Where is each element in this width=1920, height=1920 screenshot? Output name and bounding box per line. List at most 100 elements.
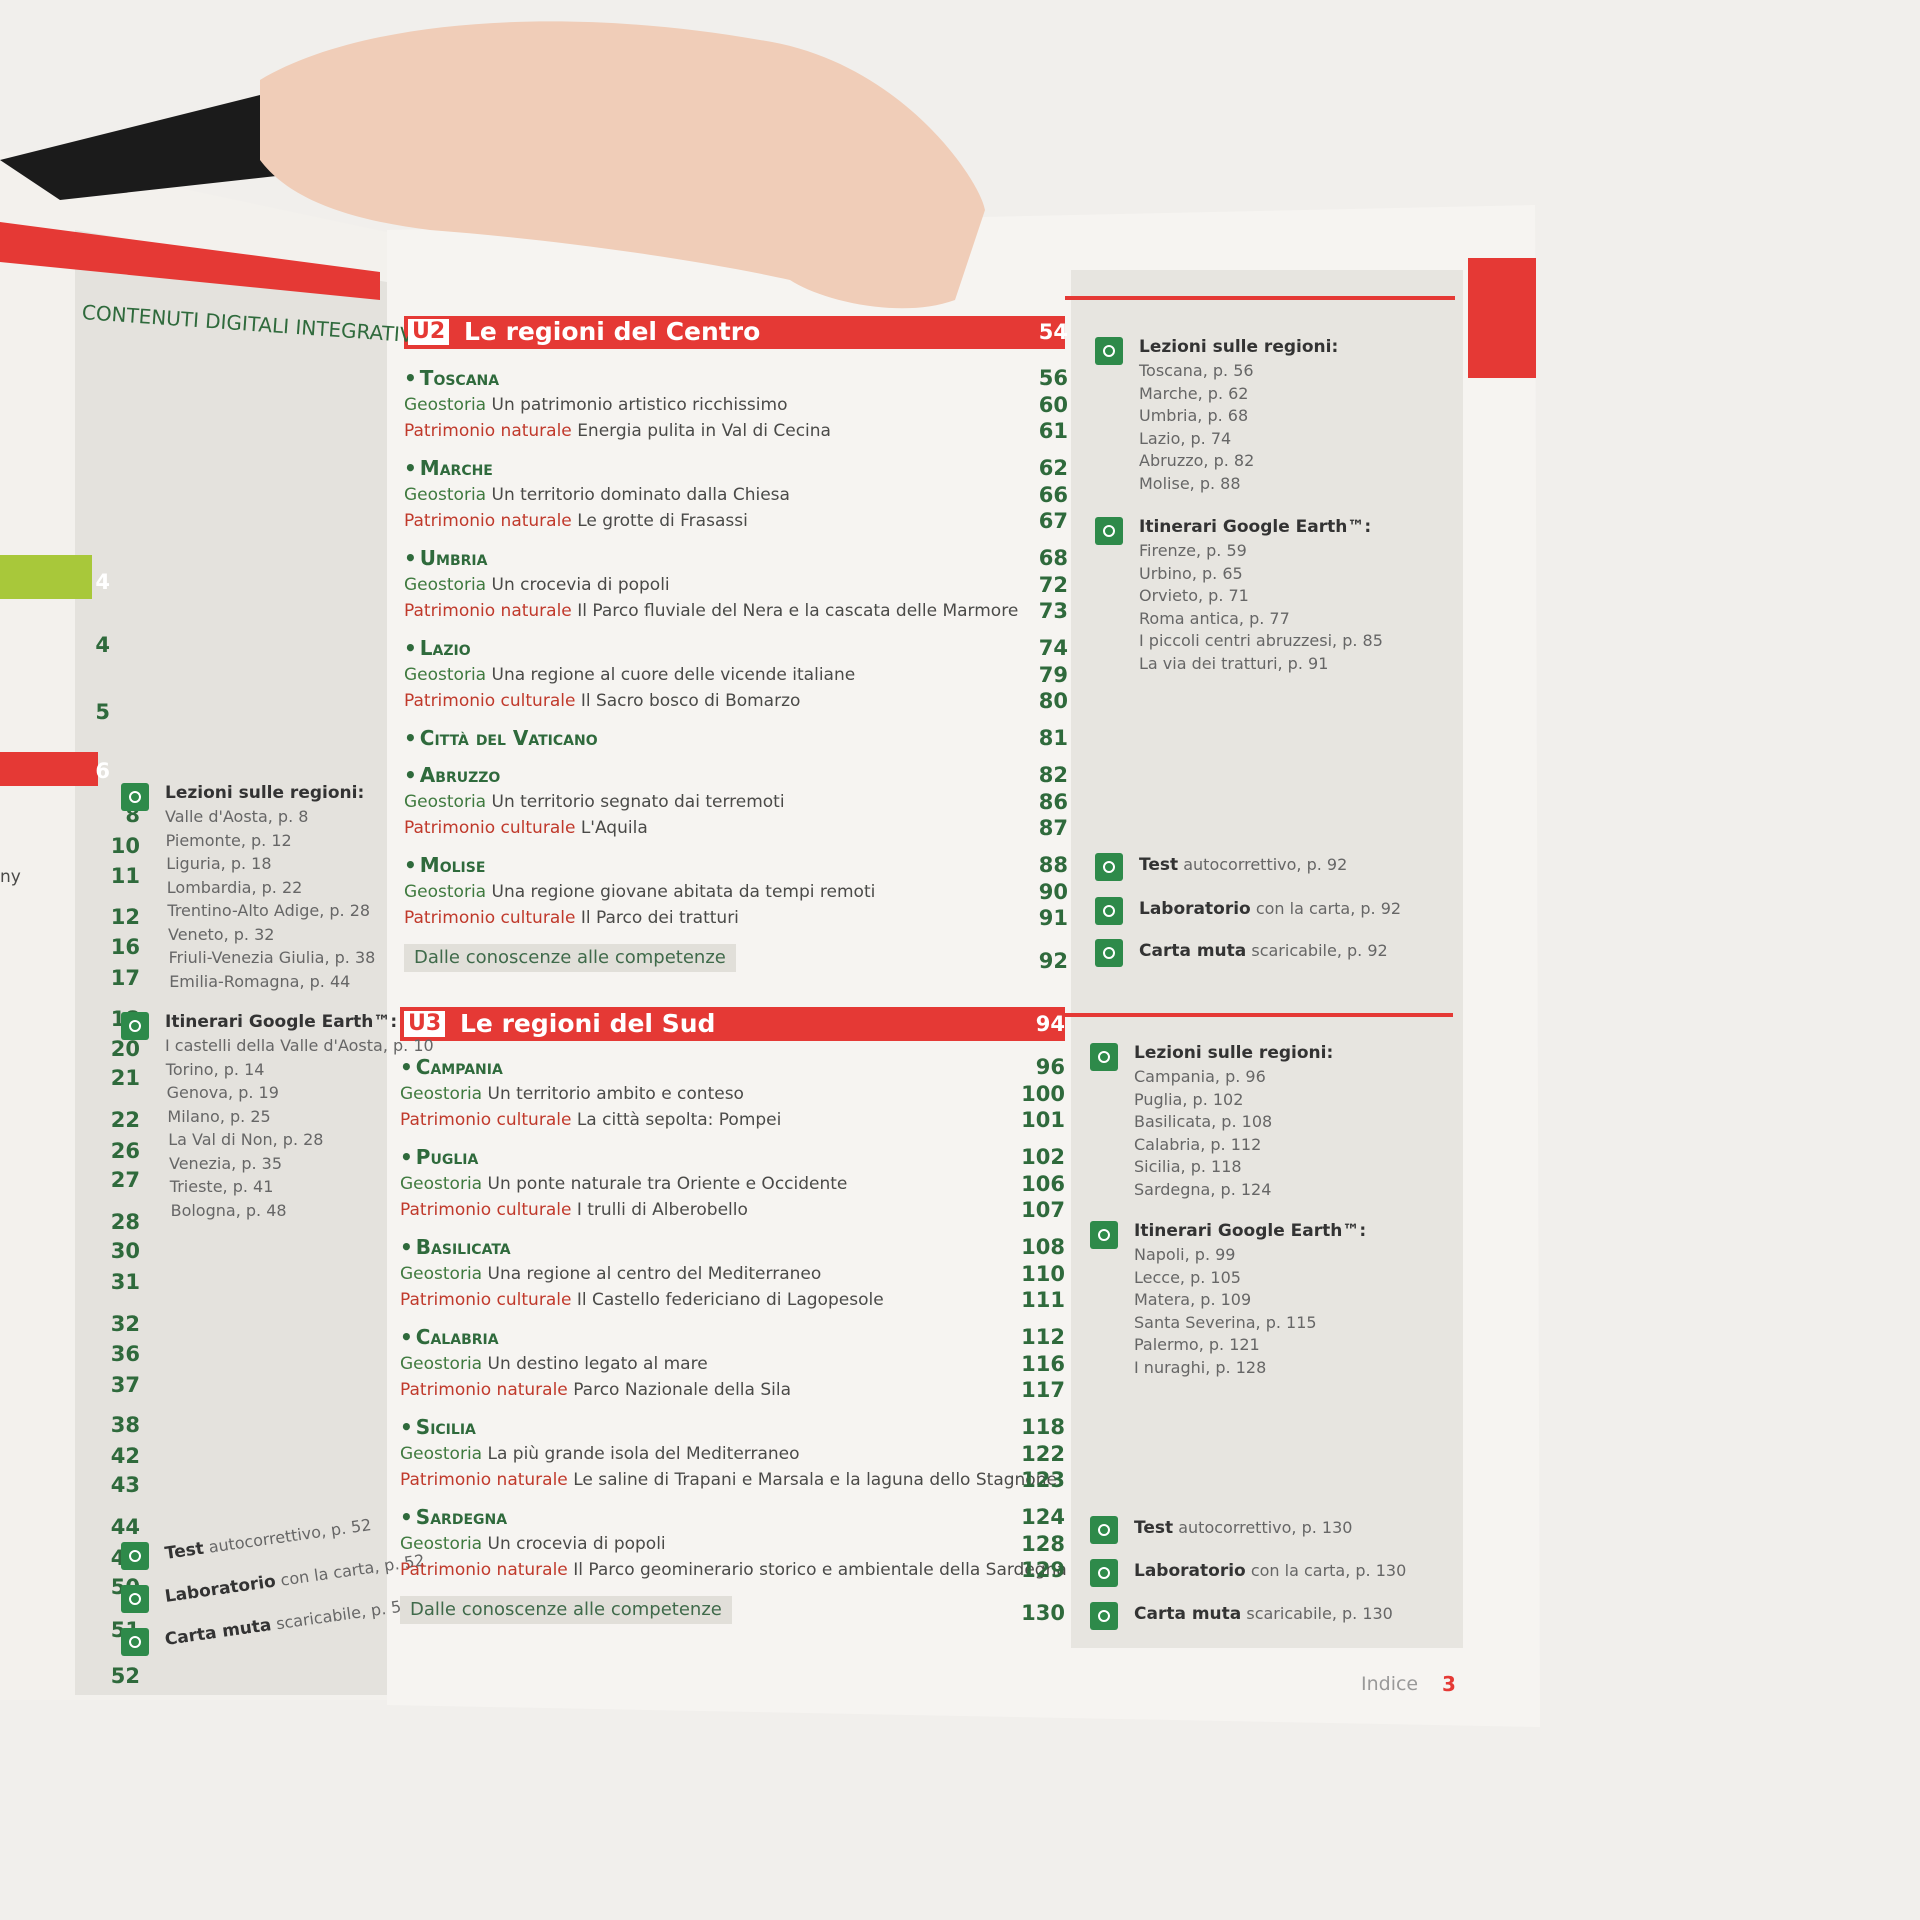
page-number: 6 — [95, 759, 110, 783]
page-number: 38 — [110, 1413, 140, 1437]
page-number: 92 — [1038, 949, 1068, 973]
icon — [1090, 1516, 1118, 1544]
itinerary-item: Santa Severina, p. 115 — [1134, 1312, 1317, 1332]
entry: Patrimonio naturale Le grotte di Frasass… — [404, 509, 748, 533]
page-number: 30 — [110, 1239, 140, 1263]
entry: Patrimonio culturale Il Castello federic… — [400, 1288, 884, 1312]
entry-text: Parco Nazionale della Sila — [573, 1380, 791, 1400]
entry-text: Un territorio segnato dai terremoti — [491, 791, 785, 812]
lesson-item: Lombardia, p. 22 — [166, 877, 303, 897]
itinerary-item: Bologna, p. 48 — [170, 1200, 287, 1220]
itinerary-item: La via dei tratturi, p. 91 — [1139, 653, 1329, 673]
entry: Patrimonio culturale Il Parco dei trattu… — [404, 906, 739, 930]
page-number: 61 — [1038, 419, 1068, 443]
itinerary-item: Roma antica, p. 77 — [1139, 608, 1290, 628]
page-number: 96 — [1035, 1055, 1065, 1079]
page-number: 130 — [1021, 1601, 1065, 1625]
page-number: 12 — [110, 905, 140, 929]
unit-title: Le regioni del Centro — [464, 317, 761, 346]
entry-kind: Geostoria — [400, 1353, 483, 1374]
page-number: 82 — [1038, 763, 1068, 787]
lesson-item: Piemonte, p. 12 — [165, 830, 292, 850]
entry-kind: Geostoria — [400, 1443, 483, 1464]
tool-text: scaricabile, p. 92 — [1251, 941, 1388, 960]
sleeve — [0, 85, 330, 200]
itinerary-item: I nuraghi, p. 128 — [1134, 1357, 1267, 1377]
region-name: Basilicata — [400, 1235, 511, 1259]
entry-text: Una regione al centro del Mediterraneo — [487, 1263, 822, 1284]
entry: Geostoria Un patrimonio artistico ricchi… — [404, 393, 787, 417]
page-number: 68 — [1038, 546, 1068, 570]
page-number: 91 — [1038, 906, 1068, 930]
entry-text: Il Parco fluviale del Nera e la cascata … — [577, 601, 1019, 621]
entry-text: Un ponte naturale tra Oriente e Occident… — [487, 1173, 848, 1194]
tool-text: autocorrettivo, p. 130 — [1178, 1518, 1353, 1537]
unit-bar — [400, 1007, 1065, 1041]
page-number: 4 — [95, 570, 110, 594]
lesson-item: Calabria, p. 112 — [1134, 1134, 1262, 1154]
entry-kind: Patrimonio naturale — [400, 1560, 568, 1580]
itinerary-item: I piccoli centri abruzzesi, p. 85 — [1139, 631, 1383, 650]
entry-kind: Geostoria — [404, 574, 487, 595]
page-number: 102 — [1021, 1145, 1065, 1169]
page-number: 88 — [1038, 853, 1068, 877]
region-name: Umbria — [404, 546, 488, 570]
tool-label: Carta muta — [1134, 1604, 1242, 1624]
entry-text: Una regione al cuore delle vicende itali… — [491, 664, 856, 685]
unit-page: 94 — [1035, 1012, 1065, 1036]
icon — [1090, 1602, 1118, 1630]
lesson-item: Liguria, p. 18 — [166, 854, 272, 873]
region-name: Puglia — [400, 1145, 478, 1169]
page-number: 16 — [110, 935, 140, 959]
page-number: 31 — [110, 1270, 140, 1294]
unit-rule — [1065, 296, 1455, 300]
entry-kind: Patrimonio culturale — [404, 691, 576, 711]
region-name: Sicilia — [400, 1415, 476, 1439]
page-number: 56 — [1038, 366, 1068, 390]
entry: Geostoria Un ponte naturale tra Oriente … — [400, 1172, 847, 1196]
tool-label: Laboratorio — [1139, 899, 1251, 919]
entry-text: Una regione giovane abitata da tempi rem… — [491, 881, 876, 902]
page-number: 28 — [110, 1210, 140, 1234]
unit-page: 54 — [1038, 320, 1068, 344]
lesson-item: Emilia-Romagna, p. 44 — [169, 971, 351, 991]
page-number: 90 — [1038, 879, 1068, 904]
page-number: 81 — [1038, 726, 1068, 750]
lesson-item: Valle d'Aosta, p. 8 — [165, 807, 309, 826]
entry-text: Le saline di Trapani e Marsala e la lagu… — [573, 1470, 1057, 1490]
entry: Geostoria La più grande isola del Medite… — [400, 1442, 800, 1466]
tool-text: autocorrettivo, p. 92 — [1183, 855, 1348, 874]
page-number: 4 — [95, 633, 110, 657]
itinerary-item: I castelli della Valle d'Aosta, p. 10 — [165, 1036, 434, 1055]
entry: Patrimonio culturale I trulli di Alberob… — [400, 1198, 748, 1222]
left-green-band — [0, 555, 92, 599]
page-number: 101 — [1021, 1108, 1065, 1132]
itineraries-title: Itinerari Google Earth™: — [1134, 1221, 1367, 1241]
page-number: 86 — [1038, 789, 1068, 814]
itinerary-item: La Val di Non, p. 28 — [168, 1130, 324, 1149]
entry: Patrimonio culturale Il Sacro bosco di B… — [404, 689, 800, 713]
page-number: 87 — [1038, 816, 1068, 840]
entry: Patrimonio naturale Energia pulita in Va… — [404, 419, 831, 443]
itinerary-item: Firenze, p. 59 — [1139, 541, 1247, 560]
entry-kind: Patrimonio culturale — [400, 1110, 572, 1130]
tool-item: Laboratorio con la carta, p. 130 — [1134, 1559, 1406, 1583]
entry: Patrimonio naturale Il Parco fluviale de… — [404, 599, 1018, 623]
lesson-item: Marche, p. 62 — [1139, 383, 1249, 403]
page-number: 112 — [1021, 1325, 1065, 1349]
region-name: Abruzzo — [404, 763, 501, 787]
tool-item: Test autocorrettivo, p. 130 — [1134, 1516, 1352, 1540]
itinerary-item: Torino, p. 14 — [165, 1059, 265, 1079]
page-number: 123 — [1021, 1468, 1065, 1492]
region-name: Molise — [404, 853, 486, 877]
page-number: 17 — [110, 966, 140, 990]
icon — [1095, 517, 1123, 545]
page-number: 116 — [1021, 1351, 1065, 1376]
lesson-item: Molise, p. 88 — [1139, 473, 1241, 493]
entry-text: Un destino legato al mare — [487, 1353, 708, 1374]
entry: Patrimonio naturale Il Parco geominerari… — [400, 1558, 1067, 1582]
entry-text: La città sepolta: Pompei — [576, 1110, 782, 1130]
page-number: 44 — [110, 1515, 140, 1539]
page-number: 20 — [110, 1037, 140, 1061]
unit-code: U3 — [404, 1011, 446, 1037]
